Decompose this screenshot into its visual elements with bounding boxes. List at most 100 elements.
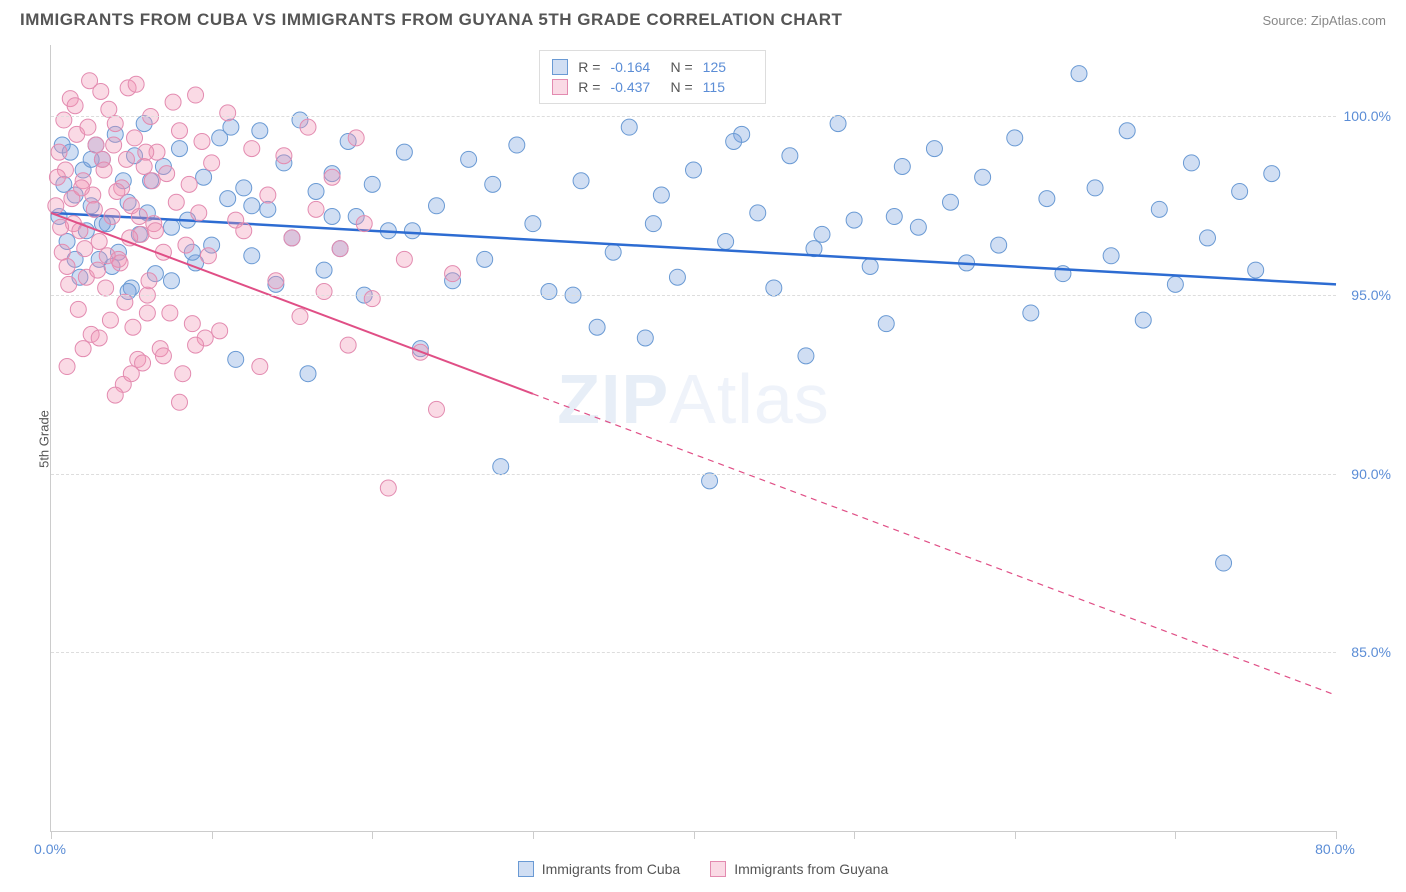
scatter-point xyxy=(605,244,621,260)
scatter-point xyxy=(348,130,364,146)
scatter-point xyxy=(77,241,93,257)
scatter-point xyxy=(718,234,734,250)
legend-label: Immigrants from Cuba xyxy=(542,861,680,877)
scatter-point xyxy=(396,251,412,267)
x-tick-label: 0.0% xyxy=(34,841,66,857)
scatter-point xyxy=(244,141,260,157)
scatter-point xyxy=(107,387,123,403)
scatter-point xyxy=(292,309,308,325)
scatter-point xyxy=(589,319,605,335)
scatter-point xyxy=(782,148,798,164)
scatter-point xyxy=(1087,180,1103,196)
legend-swatch xyxy=(518,861,534,877)
scatter-point xyxy=(926,141,942,157)
scatter-point xyxy=(1023,305,1039,321)
x-tick xyxy=(694,831,695,839)
x-tick xyxy=(212,831,213,839)
scatter-point xyxy=(252,123,268,139)
scatter-point xyxy=(106,137,122,153)
scatter-point xyxy=(910,219,926,235)
scatter-point xyxy=(886,208,902,224)
scatter-point xyxy=(244,198,260,214)
scatter-point xyxy=(380,480,396,496)
scatter-point xyxy=(645,216,661,232)
scatter-point xyxy=(485,176,501,192)
scatter-point xyxy=(1103,248,1119,264)
scatter-point xyxy=(637,330,653,346)
scatter-point xyxy=(123,366,139,382)
x-tick xyxy=(1015,831,1016,839)
scatter-point xyxy=(686,162,702,178)
scatter-point xyxy=(268,273,284,289)
scatter-point xyxy=(117,294,133,310)
scatter-point xyxy=(830,116,846,132)
scatter-point xyxy=(223,119,239,135)
scatter-point xyxy=(141,273,157,289)
scatter-point xyxy=(61,276,77,292)
gridline xyxy=(51,116,1336,117)
scatter-point xyxy=(139,305,155,321)
scatter-point xyxy=(300,119,316,135)
scatter-point xyxy=(86,201,102,217)
legend-swatch xyxy=(552,79,568,95)
chart-source: Source: ZipAtlas.com xyxy=(1262,13,1386,28)
scatter-point xyxy=(276,148,292,164)
y-tick-label: 85.0% xyxy=(1351,644,1391,660)
x-tick-label: 80.0% xyxy=(1315,841,1355,857)
scatter-point xyxy=(300,366,316,382)
scatter-point xyxy=(127,130,143,146)
scatter-point xyxy=(101,101,117,117)
scatter-point xyxy=(98,280,114,296)
scatter-point xyxy=(178,237,194,253)
scatter-point xyxy=(162,305,178,321)
scatter-point xyxy=(573,173,589,189)
scatter-point xyxy=(878,316,894,332)
scatter-point xyxy=(53,219,69,235)
scatter-point xyxy=(798,348,814,364)
scatter-point xyxy=(260,187,276,203)
scatter-point xyxy=(236,223,252,239)
scatter-point xyxy=(74,180,90,196)
y-tick-label: 90.0% xyxy=(1351,466,1391,482)
scatter-point xyxy=(862,259,878,275)
scatter-point xyxy=(702,473,718,489)
y-tick-label: 100.0% xyxy=(1344,108,1391,124)
scatter-point xyxy=(316,284,332,300)
scatter-point xyxy=(163,273,179,289)
scatter-point xyxy=(975,169,991,185)
stats-row: R = -0.437 N = 115 xyxy=(552,77,752,97)
legend-swatch xyxy=(710,861,726,877)
scatter-point xyxy=(340,337,356,353)
scatter-point xyxy=(172,141,188,157)
scatter-point xyxy=(138,144,154,160)
scatter-point xyxy=(396,144,412,160)
scatter-point xyxy=(147,223,163,239)
scatter-point xyxy=(184,316,200,332)
x-tick xyxy=(533,831,534,839)
scatter-point xyxy=(91,330,107,346)
scatter-point xyxy=(461,151,477,167)
scatter-point xyxy=(102,312,118,328)
scatter-point xyxy=(136,158,152,174)
scatter-point xyxy=(48,198,64,214)
scatter-point xyxy=(90,262,106,278)
stat-r-value: -0.437 xyxy=(610,79,660,95)
scatter-point xyxy=(191,205,207,221)
x-tick xyxy=(854,831,855,839)
scatter-point xyxy=(846,212,862,228)
scatter-point xyxy=(204,155,220,171)
scatter-point xyxy=(1119,123,1135,139)
x-tick xyxy=(1336,831,1337,839)
scatter-point xyxy=(49,169,65,185)
scatter-point xyxy=(284,230,300,246)
scatter-point xyxy=(172,394,188,410)
stat-n-label: N = xyxy=(670,79,692,95)
scatter-point xyxy=(1200,230,1216,246)
plot-area: ZIPAtlas R = -0.164 N = 125 R = -0.437 N… xyxy=(50,45,1336,832)
scatter-point xyxy=(159,166,175,182)
scatter-point xyxy=(493,459,509,475)
scatter-point xyxy=(104,208,120,224)
x-tick xyxy=(1175,831,1176,839)
x-tick xyxy=(372,831,373,839)
scatter-point xyxy=(252,359,268,375)
